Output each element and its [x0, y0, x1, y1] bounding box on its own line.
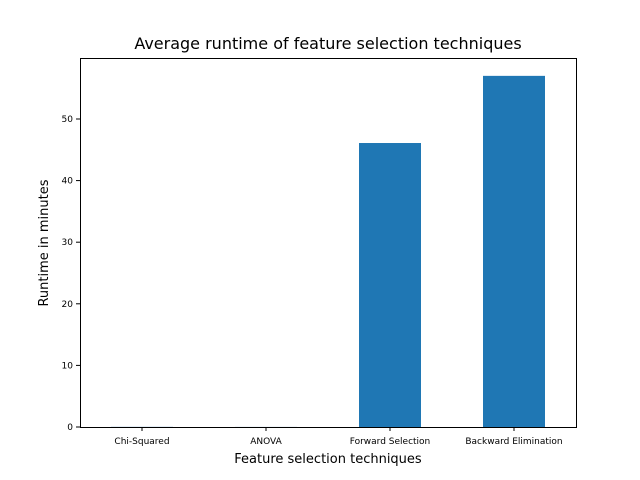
plot-frame — [80, 58, 577, 428]
y-axis-ticks: 0 10 20 30 40 50 — [62, 115, 80, 433]
chart-title: Average runtime of feature selection tec… — [134, 34, 521, 53]
y-tick-label-4: 40 — [62, 177, 74, 187]
y-tick-label-0: 0 — [67, 423, 73, 433]
x-tick-label-0: Chi-Squared — [114, 437, 169, 447]
y-tick-label-1: 10 — [62, 361, 74, 371]
y-tick-label-2: 20 — [62, 300, 74, 310]
x-axis-ticks: Chi-Squared ANOVA Forward Selection Backwar… — [114, 427, 563, 447]
y-tick-label-5: 50 — [62, 115, 74, 125]
y-tick-label-3: 30 — [62, 238, 74, 248]
x-axis-label: Feature selection techniques — [234, 452, 422, 467]
y-axis-label: Runtime in minutes — [37, 179, 52, 306]
x-tick-label-1: ANOVA — [250, 437, 282, 447]
bar-2 — [359, 143, 421, 427]
bar-3 — [483, 75, 545, 427]
bars-group — [111, 75, 545, 427]
x-tick-label-2: Forward Selection — [350, 437, 431, 447]
x-tick-label-3: Backward Elimination — [465, 437, 562, 447]
